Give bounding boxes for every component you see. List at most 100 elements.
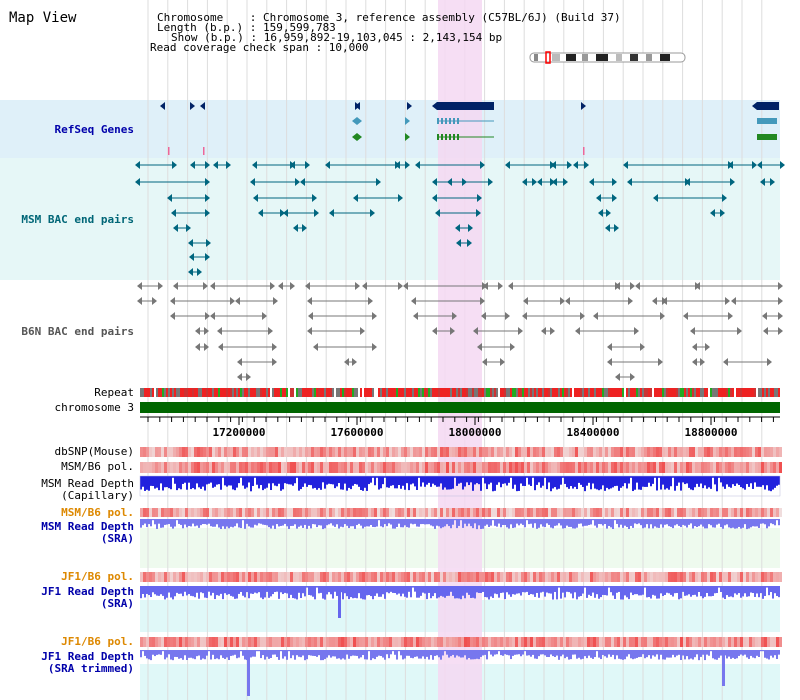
feature-arrow xyxy=(432,327,437,335)
depth-frame xyxy=(139,475,781,497)
feature-arrow xyxy=(560,297,565,305)
feature-arrow xyxy=(630,373,635,381)
feature-arrow xyxy=(405,161,410,169)
track-label-jf1-pol-1[interactable]: JF1/B6 pol. xyxy=(61,570,134,583)
isoform-marker xyxy=(352,133,362,141)
feature-arrow xyxy=(522,312,527,320)
feature-arrow xyxy=(173,282,178,290)
feature-arrow xyxy=(482,358,487,366)
track-label-dbsnp[interactable]: dbSNP(Mouse) xyxy=(54,445,134,458)
track-label-msm-b6-pol[interactable]: MSM/B6 pol. xyxy=(61,460,134,473)
gene-tick xyxy=(203,147,205,155)
heat-strip xyxy=(140,462,782,473)
feature-arrow xyxy=(505,161,510,169)
feature-arrow xyxy=(593,312,598,320)
feature-arrow xyxy=(730,178,735,186)
axis-tick-label: 17600000 xyxy=(331,426,384,439)
track-label-refseq[interactable]: RefSeq Genes xyxy=(54,123,134,136)
feature-arrow xyxy=(204,343,209,351)
feature-arrow xyxy=(262,312,267,320)
feature-arrow xyxy=(722,194,727,202)
feature-arrow xyxy=(452,312,457,320)
heat-strip xyxy=(140,447,782,457)
feature-arrow xyxy=(731,297,736,305)
feature-arrow xyxy=(272,358,277,366)
feature-arrow xyxy=(690,327,695,335)
position-axis: 17200000 17600000 18000000 18400000 18800000 xyxy=(140,416,780,439)
feature-arrow xyxy=(763,327,768,335)
feature-arrow xyxy=(290,282,295,290)
ideogram-band xyxy=(552,54,560,61)
feature-arrow xyxy=(300,178,305,186)
isoform-block xyxy=(757,118,777,124)
gene-arrow xyxy=(190,102,195,110)
feature-arrow xyxy=(353,194,358,202)
axis-tick-label: 18000000 xyxy=(449,426,502,439)
ideogram-band xyxy=(582,54,588,61)
feature-arrow xyxy=(447,178,452,186)
feature-arrow xyxy=(757,161,762,169)
feature-arrow xyxy=(395,161,400,169)
feature-arrow xyxy=(325,161,330,169)
depth-bars xyxy=(140,519,780,530)
feature-arrow xyxy=(778,297,783,305)
feature-arrow xyxy=(505,312,510,320)
feature-arrow xyxy=(770,178,775,186)
feature-arrow xyxy=(598,209,603,217)
feature-arrow xyxy=(695,282,700,290)
feature-arrow xyxy=(752,161,757,169)
track-label-msm-depth-cap[interactable]: MSM Read Depth xyxy=(41,477,134,490)
feature-arrow xyxy=(135,178,140,186)
feature-arrow xyxy=(235,297,240,305)
msm-bac-track-bg xyxy=(0,158,780,280)
track-label-jf1-depth-2[interactable]: JF1 Read Depth xyxy=(41,650,134,663)
feature-arrow xyxy=(398,194,403,202)
feature-arrow xyxy=(226,161,231,169)
track-label-b6n-bac[interactable]: B6N BAC end pairs xyxy=(21,325,134,338)
track-label-msm-bac[interactable]: MSM BAC end pairs xyxy=(21,213,134,226)
feature-arrow xyxy=(552,178,557,186)
exon xyxy=(457,134,459,140)
feature-arrow xyxy=(627,178,632,186)
track-label-msm-depth-sra[interactable]: MSM Read Depth xyxy=(41,520,134,533)
feature-arrow xyxy=(532,178,537,186)
track-label-repeat[interactable]: Repeat xyxy=(94,386,134,399)
feature-arrow xyxy=(217,327,222,335)
ideogram-band xyxy=(534,54,538,61)
feature-arrow xyxy=(405,117,410,125)
gene-block xyxy=(437,102,494,110)
track-label-jf1-depth-1[interactable]: JF1 Read Depth xyxy=(41,585,134,598)
feature-arrow xyxy=(480,297,485,305)
ideogram-marker xyxy=(545,51,551,64)
feature-arrow xyxy=(352,358,357,366)
feature-arrow xyxy=(778,282,783,290)
feature-arrow xyxy=(302,224,307,232)
feature-arrow xyxy=(206,239,211,247)
feature-arrow xyxy=(295,178,300,186)
gene-arrow xyxy=(160,102,165,110)
feature-arrow xyxy=(205,312,210,320)
gene-tick xyxy=(168,147,170,155)
feature-arrow xyxy=(280,209,285,217)
track-label-msm-b6-pol-sra[interactable]: MSM/B6 pol. xyxy=(61,506,134,519)
feature-arrow xyxy=(450,327,455,335)
gene-arrow xyxy=(407,102,412,110)
feature-arrow xyxy=(237,373,242,381)
feature-arrow xyxy=(368,297,373,305)
gene-arrow xyxy=(752,102,757,110)
feature-arrow xyxy=(778,327,783,335)
feature-arrow xyxy=(762,312,767,320)
feature-arrow xyxy=(204,327,209,335)
feature-arrow xyxy=(188,239,193,247)
feature-arrow xyxy=(728,161,733,169)
gene-arrow xyxy=(355,102,360,110)
depth-bars xyxy=(140,586,780,618)
track-label-jf1-pol-2[interactable]: JF1/B6 pol. xyxy=(61,635,134,648)
depth-bars xyxy=(140,476,780,492)
feature-arrow xyxy=(477,343,482,351)
feature-arrow xyxy=(567,161,572,169)
feature-arrow xyxy=(137,282,142,290)
feature-arrow xyxy=(510,343,515,351)
feature-arrow xyxy=(652,297,657,305)
